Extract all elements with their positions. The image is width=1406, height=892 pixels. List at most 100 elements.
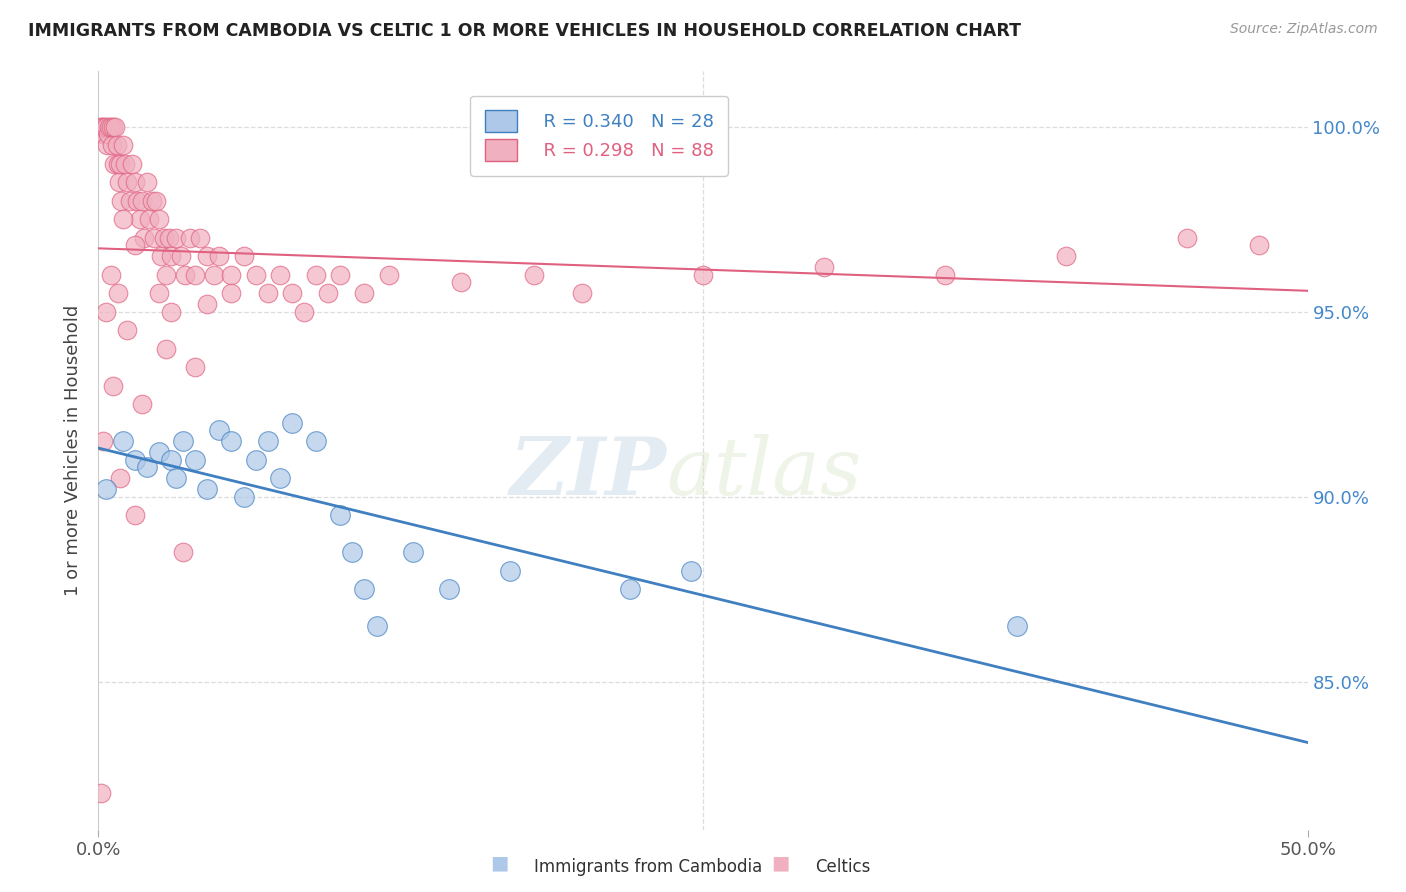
Text: Source: ZipAtlas.com: Source: ZipAtlas.com <box>1230 22 1378 37</box>
Point <box>135 460 157 475</box>
Point <box>93 120 115 134</box>
Point <box>100 120 122 134</box>
Point <box>90 120 112 134</box>
Point <box>1175 231 1198 245</box>
Point <box>256 434 278 449</box>
Point <box>437 582 460 596</box>
Point <box>131 397 153 411</box>
Point <box>305 434 328 449</box>
Point <box>135 175 157 189</box>
Point <box>329 268 352 282</box>
Point <box>184 452 207 467</box>
Point <box>281 416 304 430</box>
Point <box>366 619 388 633</box>
Point <box>179 231 201 245</box>
Point <box>104 120 127 134</box>
Point <box>221 286 243 301</box>
Point <box>172 434 194 449</box>
Point <box>184 360 207 375</box>
Point <box>232 249 254 263</box>
Point <box>114 157 136 171</box>
Point <box>934 268 956 282</box>
Point <box>128 212 150 227</box>
Point <box>169 249 191 263</box>
Point <box>402 545 425 559</box>
Text: ■: ■ <box>489 854 509 872</box>
Point <box>174 268 197 282</box>
Point <box>121 157 143 171</box>
Point <box>221 268 243 282</box>
Text: Immigrants from Cambodia: Immigrants from Cambodia <box>534 858 762 876</box>
Point <box>101 378 124 392</box>
Point <box>91 127 114 141</box>
Point <box>91 434 114 449</box>
Point <box>1007 619 1029 633</box>
Point <box>111 138 134 153</box>
Point <box>127 194 149 208</box>
Point <box>97 127 120 141</box>
Y-axis label: 1 or more Vehicles in Household: 1 or more Vehicles in Household <box>65 305 83 596</box>
Point <box>269 268 291 282</box>
Point <box>143 231 166 245</box>
Point <box>103 157 125 171</box>
Text: atlas: atlas <box>666 434 862 512</box>
Point <box>108 175 131 189</box>
Point <box>105 138 128 153</box>
Point <box>342 545 364 559</box>
Point <box>195 297 218 311</box>
Point <box>329 508 352 523</box>
Point <box>204 268 226 282</box>
Point <box>138 212 160 227</box>
Point <box>101 120 124 134</box>
Point <box>256 286 278 301</box>
Point <box>165 471 187 485</box>
Point <box>155 268 177 282</box>
Point <box>160 305 183 319</box>
Point <box>377 268 399 282</box>
Point <box>107 157 129 171</box>
Point <box>108 157 131 171</box>
Text: IMMIGRANTS FROM CAMBODIA VS CELTIC 1 OR MORE VEHICLES IN HOUSEHOLD CORRELATION C: IMMIGRANTS FROM CAMBODIA VS CELTIC 1 OR … <box>28 22 1021 40</box>
Point <box>245 268 267 282</box>
Point <box>148 445 170 459</box>
Point <box>157 231 180 245</box>
Point <box>110 194 132 208</box>
Point <box>94 305 117 319</box>
Point <box>150 249 173 263</box>
Point <box>281 286 304 301</box>
Point <box>107 286 129 301</box>
Point <box>155 342 177 356</box>
Point <box>118 194 141 208</box>
Point <box>91 120 114 134</box>
Point <box>245 452 267 467</box>
Point <box>269 471 291 485</box>
Point <box>195 483 218 497</box>
Point <box>94 483 117 497</box>
Point <box>305 268 328 282</box>
Point <box>1249 238 1271 252</box>
Point <box>124 238 146 252</box>
Point <box>148 286 170 301</box>
Point <box>134 231 156 245</box>
Point <box>679 564 702 578</box>
Point <box>571 286 593 301</box>
Point <box>131 194 153 208</box>
Text: Celtics: Celtics <box>815 858 870 876</box>
Point <box>188 231 211 245</box>
Point <box>160 249 183 263</box>
Point <box>232 490 254 504</box>
Point <box>160 452 183 467</box>
Point <box>124 175 146 189</box>
Point <box>1054 249 1077 263</box>
Point <box>165 231 187 245</box>
Point <box>813 260 835 275</box>
Point <box>117 175 139 189</box>
Point <box>184 268 207 282</box>
Point <box>208 249 231 263</box>
Point <box>111 212 134 227</box>
Point <box>692 268 714 282</box>
Point <box>111 434 134 449</box>
Point <box>353 582 375 596</box>
Point <box>450 275 472 289</box>
Point <box>498 564 520 578</box>
